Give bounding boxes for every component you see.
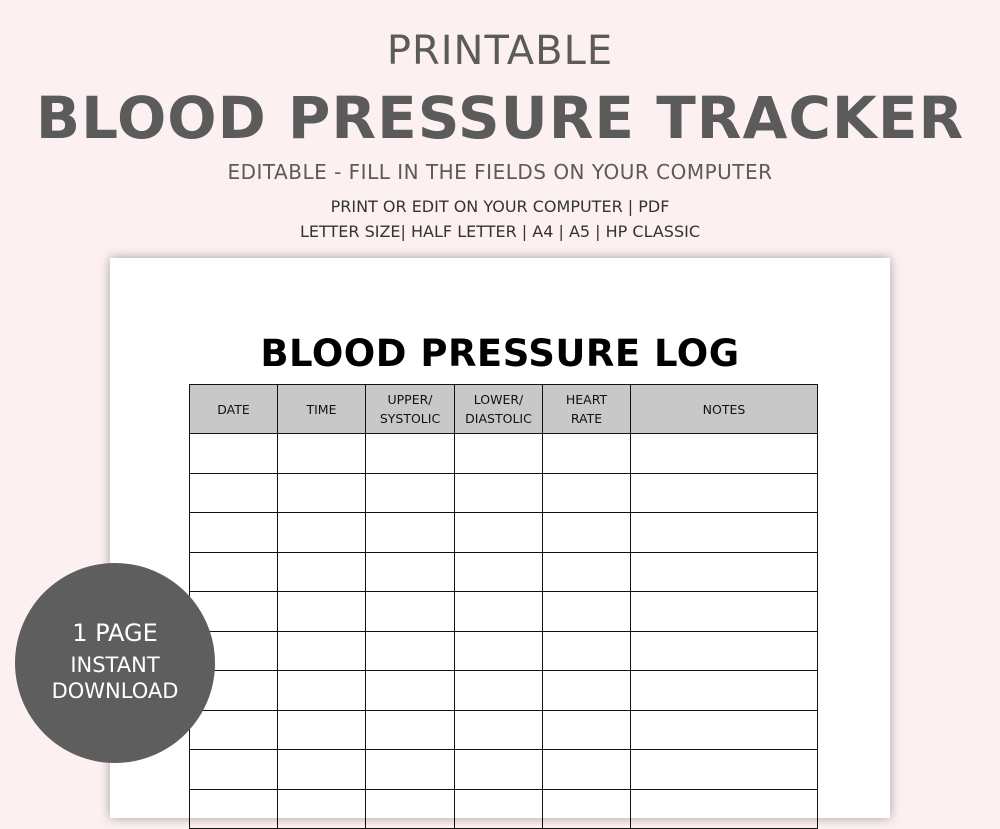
table-cell [189, 512, 278, 553]
table-cell [454, 591, 543, 632]
table-cell [630, 591, 818, 632]
table-cell [542, 788, 631, 829]
column-header-line: HEART [565, 392, 608, 407]
table-row [189, 788, 818, 829]
table-cell [189, 472, 278, 513]
format-line: PRINT OR EDIT ON YOUR COMPUTER | PDF [330, 197, 670, 216]
column-header-line: SYSTOLIC [379, 411, 441, 426]
table-cell [365, 630, 455, 671]
table-cell [542, 551, 631, 592]
table-cell [542, 749, 631, 790]
table-cell [277, 630, 366, 671]
log-sheet-preview: BLOOD PRESSURE LOG DATE TIME UPPER/SYSTOLI… [110, 258, 890, 829]
table-cell [542, 591, 631, 632]
table-cell [630, 670, 818, 711]
column-header-line: UPPER/ [387, 392, 433, 407]
column-header: NOTES [630, 384, 818, 434]
table-cell [189, 749, 278, 790]
table-header-row: DATE TIME UPPER/SYSTOLIC LOWER/DIASTOLIC HEA… [189, 384, 818, 434]
table-cell [630, 512, 818, 553]
table-cell [542, 512, 631, 553]
table-cell [365, 709, 455, 750]
main-title: BLOOD PRESSURE TRACKER [35, 84, 965, 152]
table-cell [277, 591, 366, 632]
table-row [189, 630, 818, 671]
table-row [189, 749, 818, 790]
table-cell [454, 788, 543, 829]
table-cell [630, 472, 818, 513]
table-row [189, 670, 818, 711]
table-cell [630, 749, 818, 790]
column-header: HEART RATE [542, 384, 631, 434]
table-cell [277, 670, 366, 711]
table-cell [277, 749, 366, 790]
table-cell [454, 630, 543, 671]
table-row [189, 512, 818, 553]
column-header-line: LOWER/ [473, 392, 524, 407]
table-cell [630, 709, 818, 750]
table-cell [365, 433, 455, 474]
table-cell [454, 749, 543, 790]
table-cell [630, 433, 818, 474]
badge-line: 1 PAGE [72, 619, 158, 647]
table-cell [542, 670, 631, 711]
table-cell [189, 551, 278, 592]
table-cell [454, 472, 543, 513]
table-cell [277, 472, 366, 513]
column-header: UPPER/SYSTOLIC [365, 384, 455, 434]
column-header-line: TIME [306, 401, 337, 417]
table-cell [365, 749, 455, 790]
column-header-line: NOTES [702, 401, 746, 417]
table-row [189, 472, 818, 513]
table-cell [630, 630, 818, 671]
table-cell [365, 670, 455, 711]
column-header: TIME [277, 384, 366, 434]
pretitle: PRINTABLE [386, 28, 614, 74]
table-cell [277, 709, 366, 750]
table-cell [542, 709, 631, 750]
table-cell [189, 709, 278, 750]
column-header-line: DIASTOLIC [465, 411, 532, 426]
table-cell [365, 472, 455, 513]
table-row [189, 433, 818, 474]
table-cell [277, 788, 366, 829]
table-row [189, 591, 818, 632]
table-cell [365, 591, 455, 632]
table-cell [630, 551, 818, 592]
table-cell [365, 788, 455, 829]
table-cell [365, 512, 455, 553]
table-row [189, 709, 818, 750]
column-header: LOWER/DIASTOLIC [454, 384, 543, 434]
table-cell [454, 709, 543, 750]
sheet-title: BLOOD PRESSURE LOG [260, 332, 740, 375]
table-cell [630, 788, 818, 829]
table-cell [365, 551, 455, 592]
badge-line: DOWNLOAD [51, 679, 179, 703]
table-cell [277, 512, 366, 553]
sizes-line: LETTER SIZE| HALF LETTER | A4 | A5 | HP … [299, 222, 701, 241]
instant-download-badge: 1 PAGE INSTANT DOWNLOAD [15, 563, 215, 763]
table-cell [542, 630, 631, 671]
column-header: DATE [189, 384, 278, 434]
subtitle: EDITABLE - FILL IN THE FIELDS ON YOUR CO… [227, 160, 773, 184]
table-cell [542, 472, 631, 513]
table-cell [189, 433, 278, 474]
column-header-line: DATE [217, 401, 250, 417]
table-row [189, 551, 818, 592]
table-cell [542, 433, 631, 474]
badge-line: INSTANT [70, 653, 160, 677]
table-cell [454, 670, 543, 711]
table-cell [454, 433, 543, 474]
table-cell [277, 433, 366, 474]
table-cell [189, 788, 278, 829]
column-header-line: RATE [570, 411, 603, 426]
table-cell [277, 551, 366, 592]
log-table: DATE TIME UPPER/SYSTOLIC LOWER/DIASTOLIC HEA… [189, 384, 818, 829]
table-cell [454, 512, 543, 553]
table-cell [454, 551, 543, 592]
